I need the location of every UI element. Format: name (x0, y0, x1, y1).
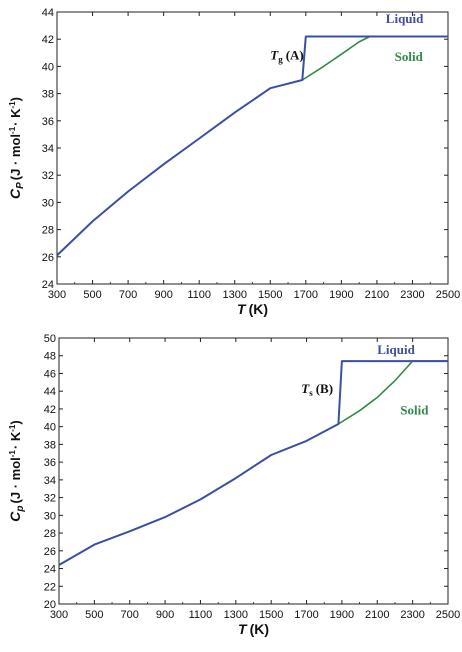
y-axis-exponent: -1 (8, 101, 17, 109)
y-axis-unit-k: · K (8, 431, 23, 449)
x-tick-label: 900 (156, 609, 174, 621)
y-tick-label: 30 (42, 197, 54, 209)
x-tick-label: 500 (83, 289, 101, 301)
y-tick-label: 48 (44, 351, 56, 363)
y-axis-close: ) (8, 420, 23, 424)
y-tick-label: 36 (44, 457, 56, 469)
x-tick-label: 2300 (400, 609, 424, 621)
y-tick-label: 50 (44, 333, 56, 345)
y-tick-label: 22 (44, 581, 56, 593)
x-tick-label: 1900 (330, 609, 354, 621)
x-tick-label: 300 (48, 289, 66, 301)
series-label-solid: Solid (395, 49, 424, 64)
x-tick-label: 700 (119, 289, 137, 301)
y-axis-title: Cp(J · mol-1· K-1) (7, 420, 26, 521)
x-tick-label: 1900 (329, 289, 353, 301)
y-axis-subscript: p (15, 505, 26, 512)
x-tick-label: 2500 (436, 609, 460, 621)
chart-panel-bottom: 300 500 700 900 1100 1300 1500 1700 1900 2100 2300… (7, 333, 460, 637)
series-line-liquid (58, 360, 448, 566)
annotation-symbol: T (270, 48, 279, 63)
y-axis-subscript: P (15, 182, 26, 189)
x-tick-label: 300 (50, 609, 68, 621)
x-axis-symbol: T (238, 621, 248, 637)
x-tick-label: 1700 (294, 289, 318, 301)
x-tick-label: 2100 (365, 609, 389, 621)
y-axis-title: CP(J · mol-1· K-1) (7, 97, 26, 199)
y-tick-label: 20 (44, 599, 56, 611)
y-tick-label: 40 (42, 61, 54, 73)
y-axis-unit-k: · K (8, 108, 23, 126)
x-tick-label: 1300 (222, 289, 246, 301)
transition-annotation: Ts (B) (301, 381, 333, 398)
y-axis-close: ) (8, 97, 23, 101)
y-axis-symbol: C (7, 511, 23, 522)
y-axis-exponent: -1 (8, 126, 17, 134)
x-tick-label: 1100 (187, 289, 211, 301)
series-label-solid: Solid (400, 402, 429, 417)
y-tick-label: 38 (44, 439, 56, 451)
x-tick-label: 2500 (436, 289, 460, 301)
x-axis-title: T (K) (238, 621, 269, 637)
annotation-subscript: g (278, 55, 283, 65)
x-axis-title: T (K) (237, 301, 268, 317)
y-tick-label: 28 (42, 225, 54, 237)
y-tick-label: 40 (44, 422, 56, 434)
y-tick-label: 26 (44, 546, 56, 558)
y-tick-label: 28 (44, 528, 56, 540)
y-tick-label: 46 (44, 368, 56, 380)
y-tick-label: 44 (42, 7, 54, 19)
annotation-tag: (B) (316, 381, 333, 396)
y-axis-unit: (J · mol (8, 134, 23, 180)
y-tick-label: 30 (44, 510, 56, 522)
y-tick-label: 24 (44, 564, 56, 576)
annotation-tag: (A) (286, 48, 304, 63)
x-axis-unit: (K) (250, 621, 269, 637)
y-axis-symbol: C (7, 188, 23, 199)
y-tick-label: 36 (42, 116, 54, 128)
x-tick-label: 1500 (259, 609, 283, 621)
x-tick-label: 700 (121, 609, 139, 621)
annotation-subscript: s (309, 388, 313, 398)
x-tick-label: 1500 (258, 289, 282, 301)
x-tick-label: 2100 (365, 289, 389, 301)
y-axis-exponent: -1 (8, 424, 17, 432)
x-tick-label: 500 (85, 609, 103, 621)
y-tick-label: 44 (44, 386, 56, 398)
y-tick-label: 32 (42, 170, 54, 182)
y-tick-label: 34 (44, 475, 56, 487)
x-axis-symbol: T (237, 301, 247, 317)
y-axis-exponent: -1 (8, 450, 17, 458)
chart-panel-top: 300 500 700 900 1100 1300 1500 1700 1900 2100 2300… (7, 7, 460, 317)
y-tick-label: 24 (42, 279, 54, 291)
series-line-solid (301, 35, 448, 81)
y-tick-label: 34 (42, 143, 54, 155)
series-line-liquid (56, 35, 448, 257)
y-tick-label: 42 (44, 404, 56, 416)
annotation-symbol: T (301, 381, 310, 396)
plot-frame (56, 11, 449, 285)
y-tick-label: 26 (42, 252, 54, 264)
series-line-solid (337, 360, 448, 425)
series-label-liquid: Liquid (377, 342, 415, 357)
plot-frame (58, 337, 449, 605)
y-tick-label: 32 (44, 493, 56, 505)
transition-annotation: Tg (A) (270, 48, 304, 65)
series-label-liquid: Liquid (386, 11, 424, 26)
x-tick-label: 1300 (224, 609, 248, 621)
x-tick-label: 2300 (400, 289, 424, 301)
y-tick-label: 38 (42, 89, 54, 101)
x-tick-label: 1700 (294, 609, 318, 621)
x-tick-label: 900 (154, 289, 172, 301)
x-axis-unit: (K) (249, 301, 268, 317)
x-tick-label: 1100 (189, 609, 213, 621)
y-axis-unit: (J · mol (8, 457, 23, 503)
y-tick-label: 42 (42, 34, 54, 46)
